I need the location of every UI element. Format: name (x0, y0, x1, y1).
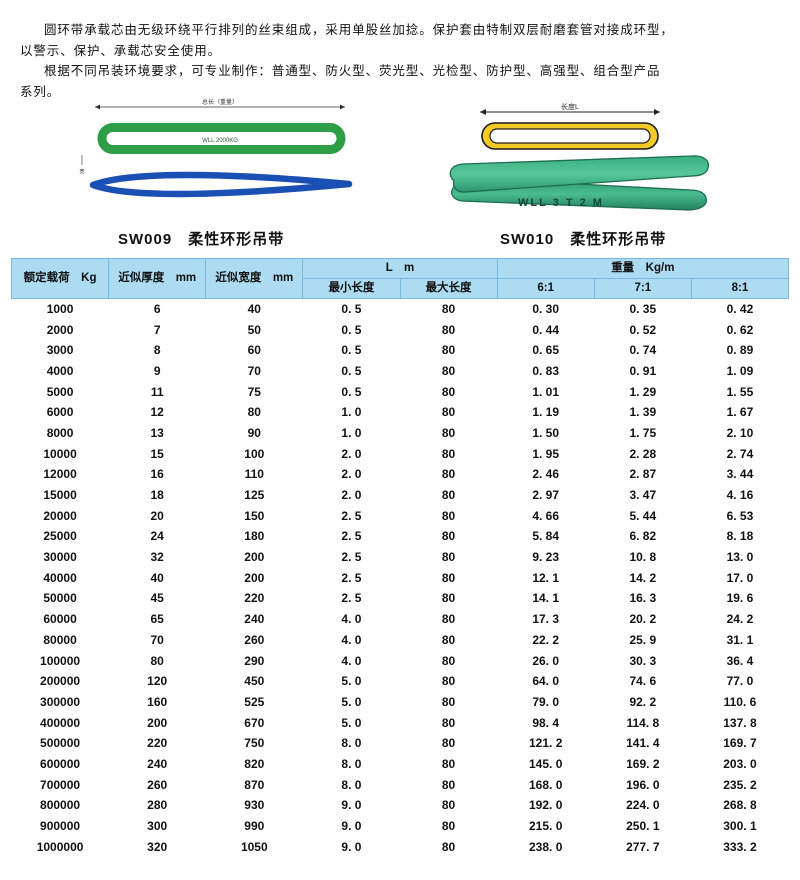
svg-text:WLL 2000KG: WLL 2000KG (202, 138, 238, 144)
svg-text:总长（重量）: 总长（重量） (202, 98, 238, 106)
svg-text:长度L: 长度L (561, 102, 579, 111)
svg-text:宽: 宽 (79, 168, 84, 175)
svg-text:WLL 3 T 2 M: WLL 3 T 2 M (518, 197, 604, 209)
